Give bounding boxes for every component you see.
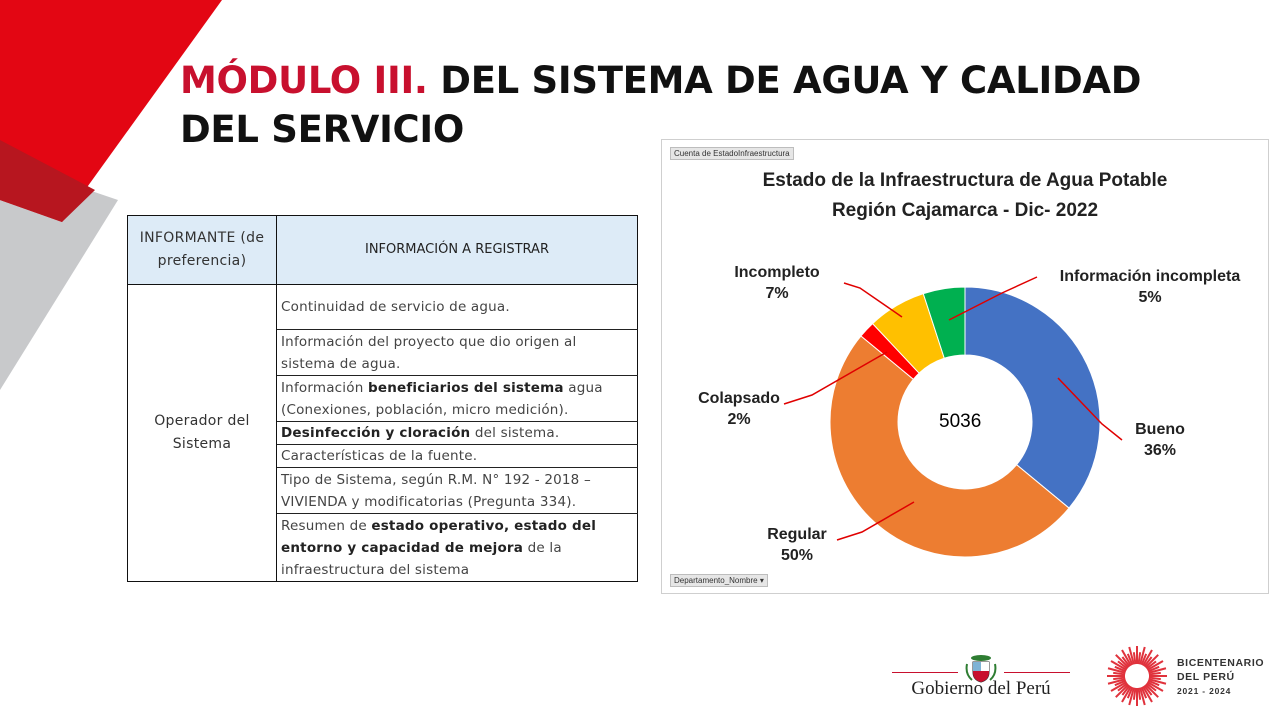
title-text: DEL SISTEMA DE AGUA Y CALIDAD DEL SERVIC…	[180, 59, 1142, 151]
informante-text: Operador del Sistema	[154, 413, 250, 452]
label-regular: Regular 50%	[767, 526, 827, 564]
header-informacion: INFORMACIÓN A REGISTRAR	[276, 215, 638, 285]
table-row: Tipo de Sistema, según R.M. N° 192 - 201…	[276, 467, 638, 514]
slide-title: MÓDULO III. DEL SISTEMA DE AGUA Y CALIDA…	[180, 56, 1180, 154]
header-informante: INFORMANTE (de preferencia)	[127, 215, 277, 285]
chart-container: Cuenta de EstadoInfraestructura Estado d…	[661, 139, 1269, 594]
table-row: Continuidad de servicio de agua.	[276, 284, 638, 330]
gobierno-text: Gobierno del Perú	[911, 678, 1051, 699]
filter-field-button[interactable]: Departamento_Nombre ▾	[670, 574, 768, 587]
value-field-button[interactable]: Cuenta de EstadoInfraestructura	[670, 147, 794, 160]
chart-title: Estado de la Infraestructura de Agua Pot…	[762, 170, 1168, 191]
leader-line-info-incompleta	[948, 276, 1038, 321]
title-module: MÓDULO III.	[180, 59, 428, 102]
chart-subtitle: Región Cajamarca - Dic- 2022	[831, 200, 1099, 221]
table-row: Desinfección y cloración del sistema.	[276, 421, 638, 445]
label-bueno: Bueno 36%	[1135, 421, 1185, 459]
dropdown-arrow-icon: ▾	[759, 576, 764, 585]
donut-chart	[783, 276, 1123, 558]
info-table: INFORMANTE (de preferencia) INFORMACIÓN …	[127, 215, 638, 582]
informante-value: Operador del Sistema	[127, 284, 277, 582]
table-row: Información beneficiarios del sistema ag…	[276, 375, 638, 422]
table-row: Información del proyecto que dio origen …	[276, 329, 638, 376]
table-row: Resumen de estado operativo, estado del …	[276, 513, 638, 582]
bicentenario-logo-icon	[1107, 646, 1167, 706]
label-informacion-incompleta: Información incompleta 5%	[1059, 268, 1241, 306]
coat-of-arms-icon	[965, 655, 997, 683]
table-row: Características de la fuente.	[276, 444, 638, 468]
leader-line-regular	[836, 501, 915, 541]
leader-line-incompleto	[843, 282, 903, 318]
label-incompleto: Incompleto 7%	[734, 264, 820, 302]
leader-line-bueno	[1057, 377, 1123, 441]
gobierno-logo: Gobierno del Perú	[892, 648, 1070, 708]
bicentenario-text: BICENTENARIO DEL PERÚ 2021 - 2024	[1177, 657, 1265, 696]
slice-información-incompleta	[922, 286, 966, 359]
label-colapsado: Colapsado 2%	[698, 390, 780, 428]
center-total: 5036	[939, 411, 982, 432]
slice-bueno	[964, 286, 1101, 509]
corner-decoration	[0, 0, 222, 390]
leader-line-colapsado	[783, 351, 888, 405]
